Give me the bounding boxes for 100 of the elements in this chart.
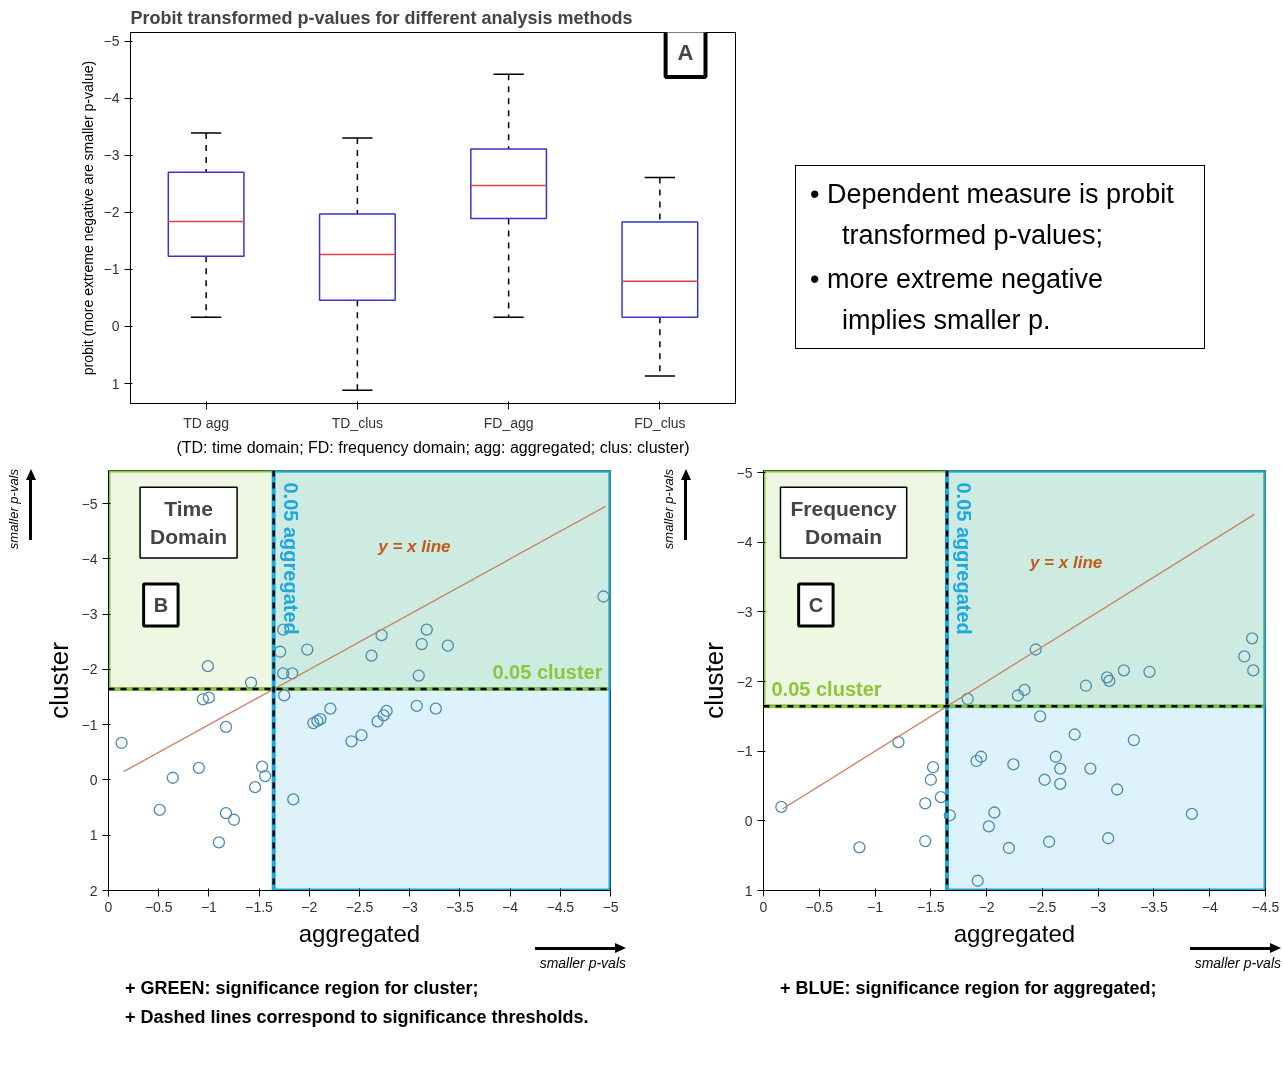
x-tick-label: FD_clus (634, 414, 686, 431)
point (301, 643, 314, 656)
x-tick-label: −1.5 (245, 898, 274, 915)
point (377, 709, 390, 722)
x-tick-label: −2.5 (1028, 898, 1057, 915)
point (115, 736, 128, 750)
point (1247, 664, 1260, 677)
point (1018, 683, 1031, 697)
x-axis-title: aggregated (298, 919, 421, 947)
point (258, 769, 272, 783)
point (153, 803, 166, 816)
y-tick-label: −1 (736, 743, 753, 760)
y-tick-label: −2 (81, 661, 98, 678)
y-tick-label: −1 (81, 716, 98, 733)
point (365, 649, 378, 662)
point (961, 692, 974, 706)
y-tick-label: −3 (81, 606, 98, 623)
point (1143, 665, 1156, 678)
point (380, 704, 393, 718)
x-tick-label: −2 (978, 898, 995, 915)
point (429, 702, 442, 715)
point (974, 750, 988, 763)
point (1127, 733, 1141, 747)
point (971, 874, 984, 887)
x-tick-label: −3.5 (1140, 898, 1168, 915)
point (420, 623, 433, 636)
point (286, 667, 299, 680)
point (278, 689, 291, 702)
point (597, 590, 610, 603)
point (1002, 841, 1016, 855)
point (166, 771, 179, 784)
point (982, 820, 995, 833)
x-tick-label: −4 (502, 898, 519, 915)
point (192, 761, 206, 774)
point (1011, 689, 1024, 702)
series-label: y = x line (377, 536, 451, 556)
y-tick-label: 1 (111, 375, 120, 392)
point (1117, 664, 1130, 677)
point (926, 761, 940, 774)
point (441, 639, 454, 652)
point (212, 836, 226, 849)
x-tick-label: −2 (301, 898, 318, 915)
point (970, 754, 983, 768)
y-tick-label: −2 (103, 204, 120, 221)
point (1038, 773, 1051, 786)
y-axis-title: cluster (698, 641, 729, 719)
point (1054, 762, 1067, 775)
y-tick-label: −1 (103, 261, 120, 278)
y-tick-label: −5 (736, 464, 753, 481)
y-tick-label: 0 (111, 318, 120, 335)
point (355, 729, 368, 742)
x-tick-label: −4.5 (1251, 898, 1280, 915)
point (287, 793, 300, 806)
y-tick-label: −3 (736, 603, 753, 620)
text: • Dependent measure is probit transformed p-values; (810, 178, 1175, 252)
point (1185, 807, 1199, 821)
point (934, 791, 948, 804)
x-axis-title: aggregated (953, 919, 1076, 947)
point (988, 806, 1001, 819)
y-tick-label: 2 (89, 882, 98, 899)
point (1238, 650, 1251, 663)
x-tick-label: −0.5 (144, 898, 173, 915)
x-tick-label: TD_clus (331, 414, 384, 431)
annotation: C (808, 593, 824, 616)
series-label: y = x line (1028, 552, 1103, 572)
point (943, 809, 956, 822)
ref-line-label: 0.05 aggregated (279, 482, 302, 635)
annotation: B (153, 593, 169, 616)
y-axis-title: cluster (43, 641, 74, 719)
x-tick-label: −4.5 (546, 898, 575, 915)
y-tick-label: 1 (89, 827, 98, 844)
x-tick-label: −3 (401, 898, 418, 915)
point (1049, 750, 1062, 763)
point (345, 735, 358, 748)
text: + Dashed lines correspond to significance thresholds. (125, 1005, 590, 1029)
y-tick-label: −4 (81, 550, 98, 567)
point (919, 797, 932, 810)
text: + GREEN: significance region for cluster; (125, 977, 480, 1000)
y-tick-label: 0 (89, 771, 98, 788)
y-tick-label: 1 (744, 882, 753, 899)
ref-line-label: 0.05 aggregated (953, 482, 976, 635)
point (196, 693, 210, 706)
x-tick-label: −1 (867, 898, 884, 915)
y-tick-label: −4 (103, 90, 120, 107)
y-tick-label: −5 (81, 495, 98, 512)
point (202, 691, 216, 704)
text: • more extreme negative implies smaller p. (810, 263, 1105, 337)
point (924, 773, 937, 786)
point (1007, 758, 1020, 771)
point (919, 834, 932, 848)
point (371, 715, 384, 728)
point (219, 720, 233, 734)
text: smaller p-vals (539, 954, 626, 973)
point (892, 736, 905, 749)
x-tick-label: 0 (759, 898, 768, 915)
point (274, 645, 287, 658)
point (775, 800, 788, 814)
y-tick-label: 0 (744, 812, 753, 829)
point (324, 702, 337, 715)
point (244, 676, 258, 689)
